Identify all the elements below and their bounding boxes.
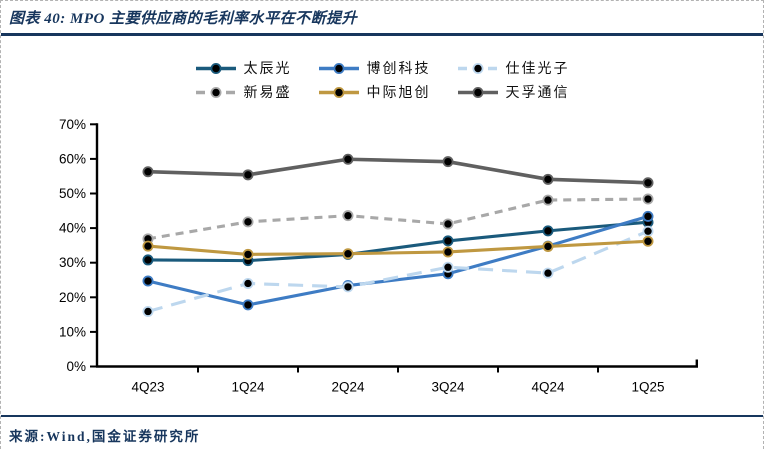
series-line-4: [147, 239, 649, 256]
legend-label: 太辰光: [243, 62, 292, 77]
data-point-marker: [142, 254, 154, 266]
legend-item-5: 天孚通信: [457, 82, 570, 102]
data-point-marker: [342, 153, 354, 165]
data-point-marker: [142, 275, 154, 287]
data-point-marker: [242, 216, 254, 228]
y-tick-label: 30%: [59, 255, 86, 270]
data-point-marker: [142, 166, 154, 178]
x-tick-label: 4Q23: [131, 380, 164, 395]
legend-item-4: 中际旭创: [318, 82, 431, 102]
data-point-marker: [542, 173, 554, 185]
series-line-3: [147, 197, 649, 241]
data-point-marker: [542, 267, 554, 279]
legend-row: 太辰光 博创科技 仕佳光子: [195, 58, 570, 78]
legend-swatch-icon: [195, 86, 236, 98]
legend-row: 新易盛 中际旭创 天孚通信: [195, 82, 570, 102]
data-point-marker: [642, 235, 654, 247]
data-point-marker: [542, 194, 554, 206]
data-point-marker: [442, 261, 454, 273]
legend-item-2: 仕佳光子: [457, 58, 570, 78]
legend-item-3: 新易盛: [195, 82, 292, 102]
data-point-marker: [442, 156, 454, 168]
chart-legend: 太辰光 博创科技 仕佳光子新易盛 中际旭创 天孚通信: [1, 58, 763, 102]
x-tick-label: 1Q24: [231, 380, 265, 395]
legend-item-0: 太辰光: [195, 58, 292, 78]
x-tick-label: 4Q24: [531, 380, 565, 395]
legend-label: 博创科技: [366, 62, 431, 77]
y-tick-label: 70%: [59, 117, 86, 132]
legend-label: 天孚通信: [505, 86, 570, 101]
data-point-marker: [142, 240, 154, 252]
data-point-marker: [442, 235, 454, 247]
series-line-5: [147, 157, 649, 185]
data-point-marker: [342, 248, 354, 260]
y-tick-label: 40%: [59, 221, 86, 236]
data-point-marker: [242, 169, 254, 181]
series-line-2: [147, 229, 649, 313]
legend-label: 仕佳光子: [505, 62, 570, 77]
series-line-1: [147, 214, 649, 307]
data-point-marker: [342, 281, 354, 293]
legend-label: 中际旭创: [366, 86, 431, 101]
y-tick-label: 20%: [59, 290, 86, 305]
data-point-marker: [342, 210, 354, 222]
legend-swatch-icon: [195, 62, 236, 74]
page-title: 图表 40: MPO 主要供应商的毛利率水平在不断提升: [9, 11, 358, 27]
data-point-marker: [442, 218, 454, 230]
data-point-marker: [642, 177, 654, 189]
footer-divider: [1, 415, 763, 417]
y-tick-label: 10%: [59, 324, 86, 339]
data-point-marker: [642, 210, 654, 222]
x-tick-label: 1Q25: [631, 380, 664, 395]
legend-swatch-icon: [318, 86, 359, 98]
data-point-marker: [242, 277, 254, 289]
data-point-marker: [542, 240, 554, 252]
data-point-marker: [242, 299, 254, 311]
y-tick-label: 0%: [66, 359, 86, 374]
x-tick-label: 2Q24: [331, 380, 365, 395]
data-point-marker: [642, 193, 654, 205]
legend-item-1: 博创科技: [318, 58, 431, 78]
data-point-marker: [642, 225, 654, 237]
series-line-0: [147, 220, 649, 263]
y-tick-label: 60%: [59, 151, 86, 166]
legend-label: 新易盛: [243, 86, 292, 101]
data-point-marker: [242, 248, 254, 260]
title-divider: [1, 33, 763, 36]
legend-swatch-icon: [318, 62, 359, 74]
data-point-marker: [542, 225, 554, 237]
data-point-marker: [442, 246, 454, 258]
legend-swatch-icon: [457, 62, 498, 74]
y-tick-label: 50%: [59, 186, 86, 201]
x-tick-label: 3Q24: [431, 380, 465, 395]
data-point-marker: [142, 305, 154, 317]
legend-swatch-icon: [457, 86, 498, 98]
chart-area: 0% 10% 20% 30% 40% 50% 60% 70% 4Q23 1Q24 2Q24 3Q24 4…: [1, 111, 763, 411]
line-chart-svg: 0% 10% 20% 30% 40% 50% 60% 70% 4Q23 1Q24 2Q24 3Q24 4…: [59, 117, 698, 395]
source-text: 来源:Wind,国金证券研究所: [9, 429, 201, 444]
